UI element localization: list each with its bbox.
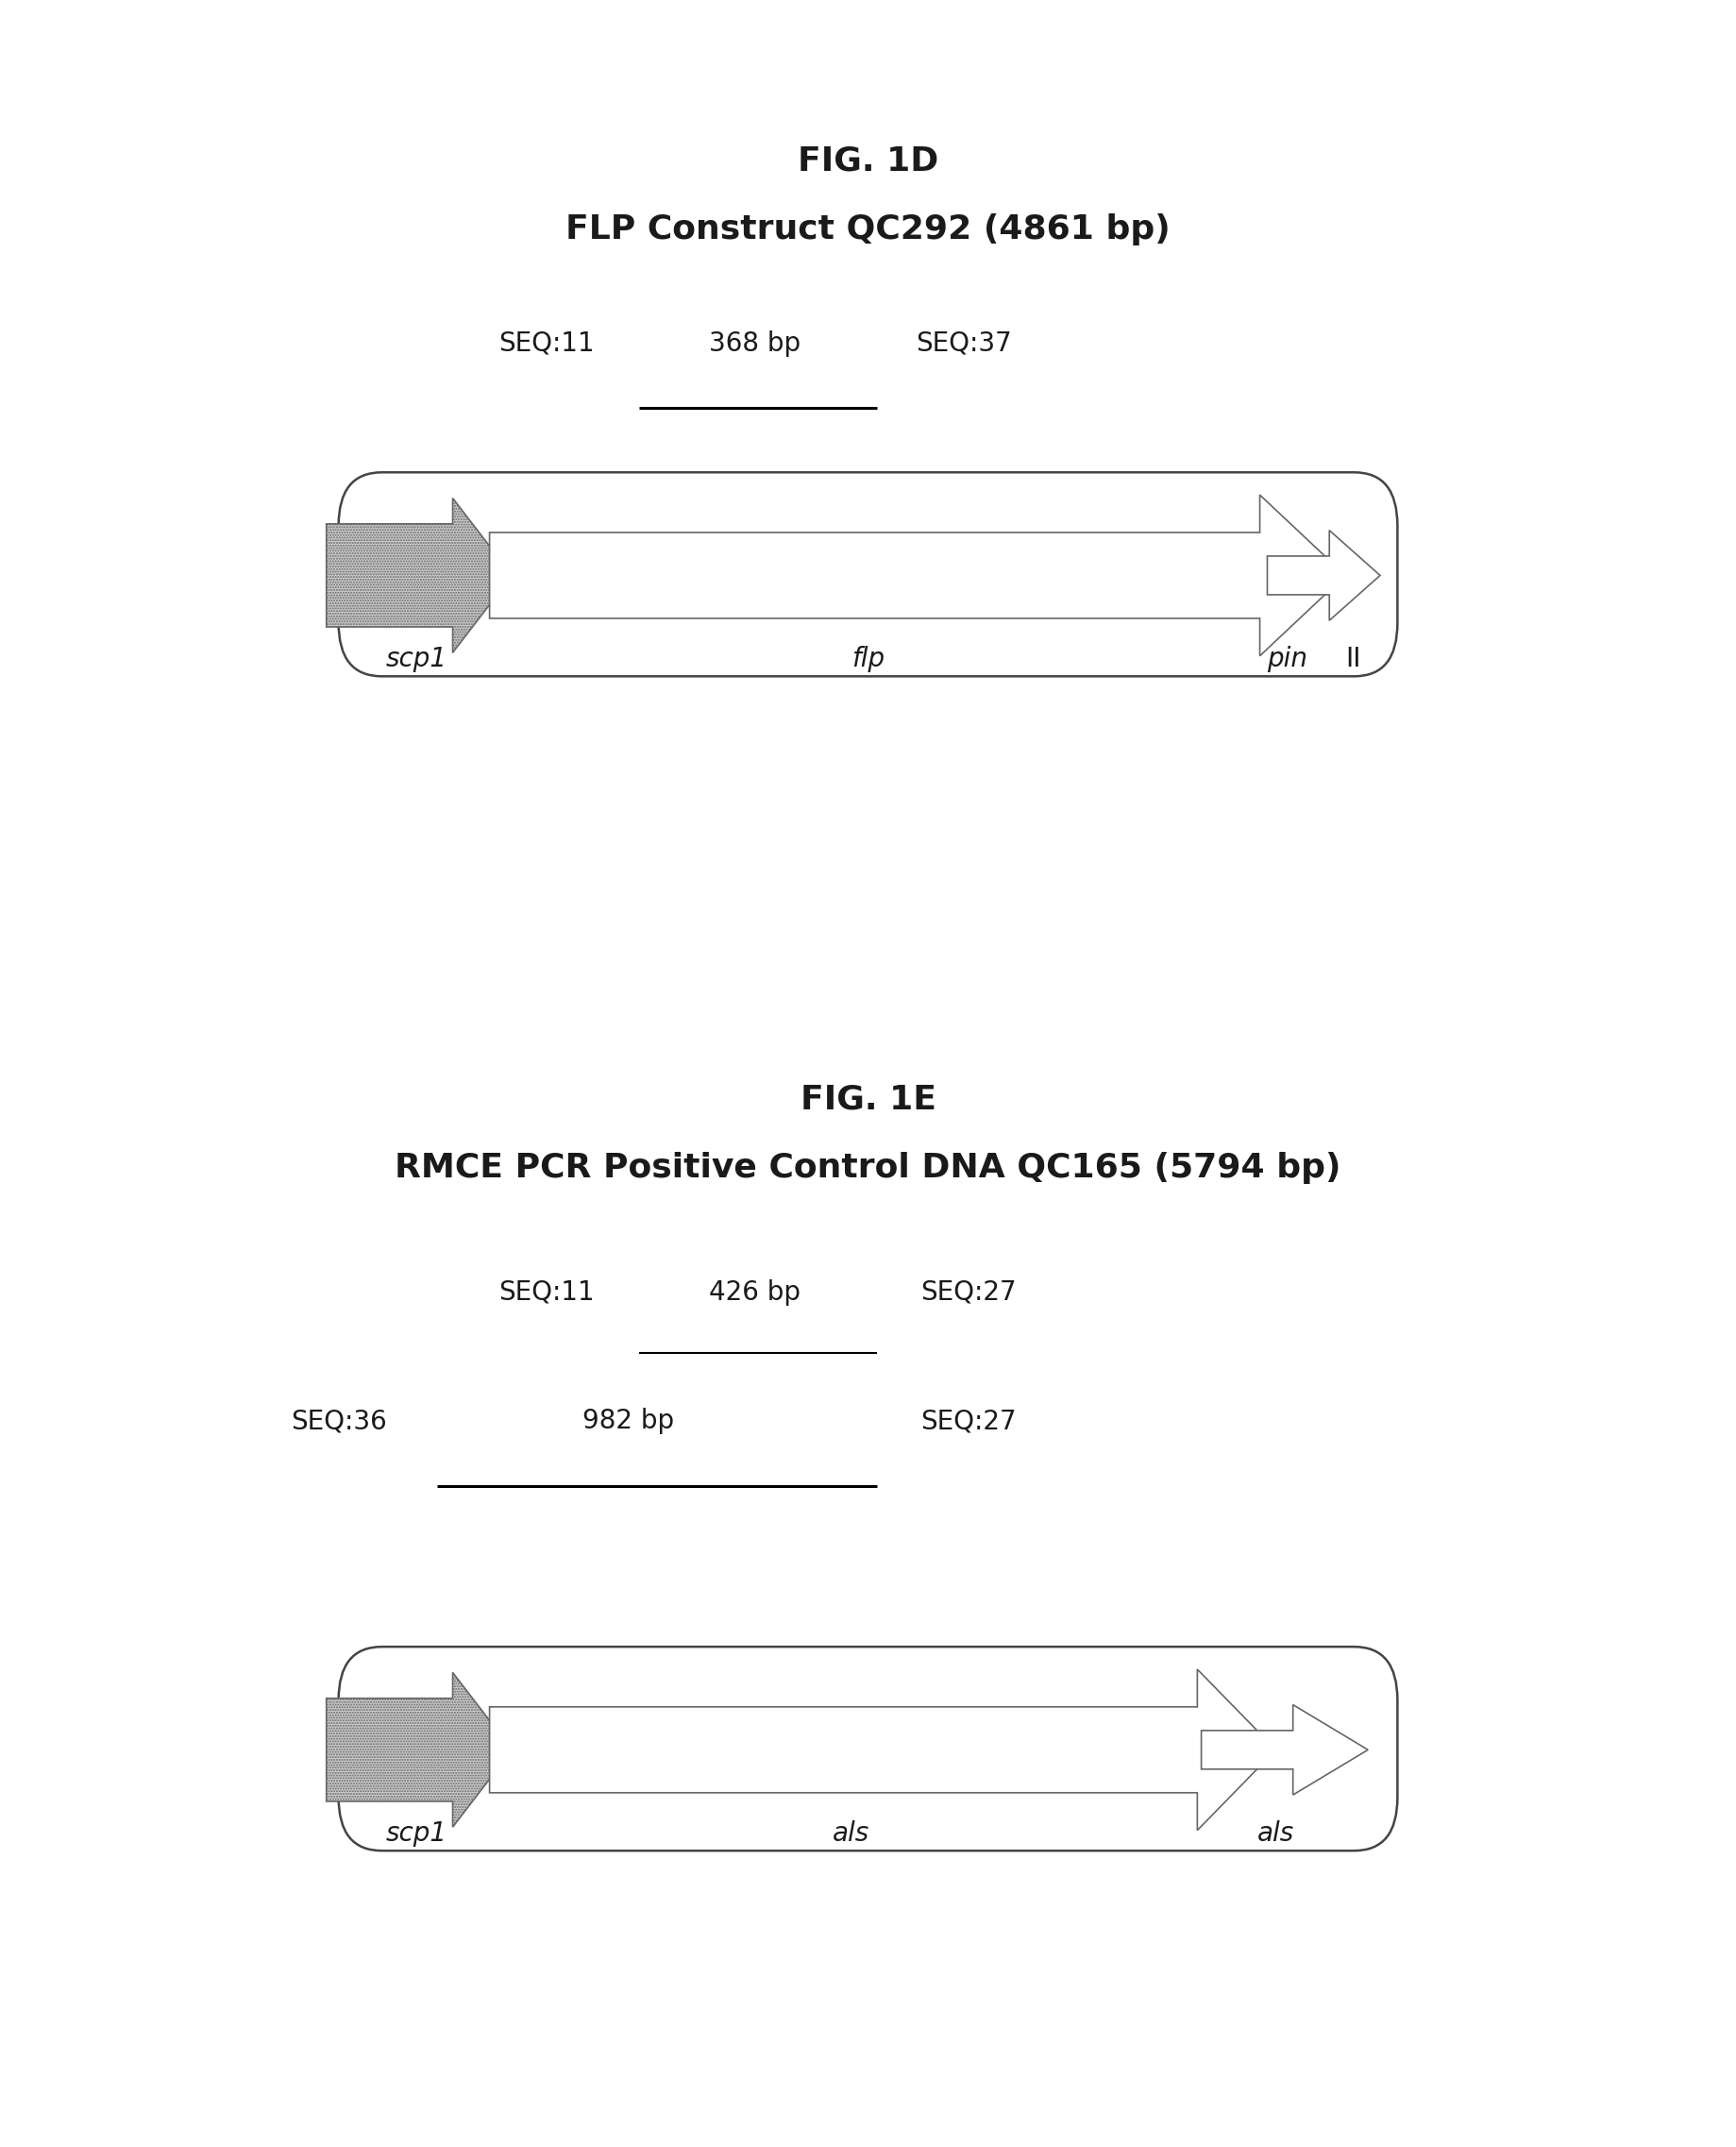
Polygon shape	[490, 1670, 1276, 1829]
Text: flp: flp	[851, 646, 885, 672]
Polygon shape	[1201, 1705, 1368, 1795]
Text: als: als	[832, 1821, 870, 1846]
Text: SEQ:27: SEQ:27	[920, 1280, 1017, 1305]
Text: SEQ:27: SEQ:27	[920, 1408, 1017, 1434]
Text: II: II	[1345, 646, 1361, 672]
Text: 982 bp: 982 bp	[583, 1408, 674, 1434]
Text: RMCE PCR Positive Control DNA QC165 (5794 bp): RMCE PCR Positive Control DNA QC165 (579…	[394, 1153, 1342, 1183]
Text: FLP Construct QC292 (4861 bp): FLP Construct QC292 (4861 bp)	[566, 215, 1170, 245]
Polygon shape	[1267, 530, 1380, 620]
Text: SEQ:37: SEQ:37	[915, 331, 1012, 356]
Polygon shape	[490, 496, 1345, 657]
Text: SEQ:11: SEQ:11	[498, 331, 595, 356]
Text: 426 bp: 426 bp	[710, 1280, 800, 1305]
Text: SEQ:36: SEQ:36	[290, 1408, 387, 1434]
Text: SEQ:11: SEQ:11	[498, 1280, 595, 1305]
Text: scp1: scp1	[385, 1821, 448, 1846]
Text: pin: pin	[1267, 646, 1307, 672]
Text: als: als	[1257, 1821, 1295, 1846]
Text: FIG. 1D: FIG. 1D	[797, 146, 939, 176]
Text: scp1: scp1	[385, 646, 448, 672]
Polygon shape	[326, 1673, 512, 1827]
FancyBboxPatch shape	[339, 1647, 1397, 1851]
Text: FIG. 1E: FIG. 1E	[800, 1084, 936, 1114]
Text: 368 bp: 368 bp	[710, 331, 800, 356]
Polygon shape	[326, 498, 512, 653]
FancyBboxPatch shape	[339, 472, 1397, 676]
